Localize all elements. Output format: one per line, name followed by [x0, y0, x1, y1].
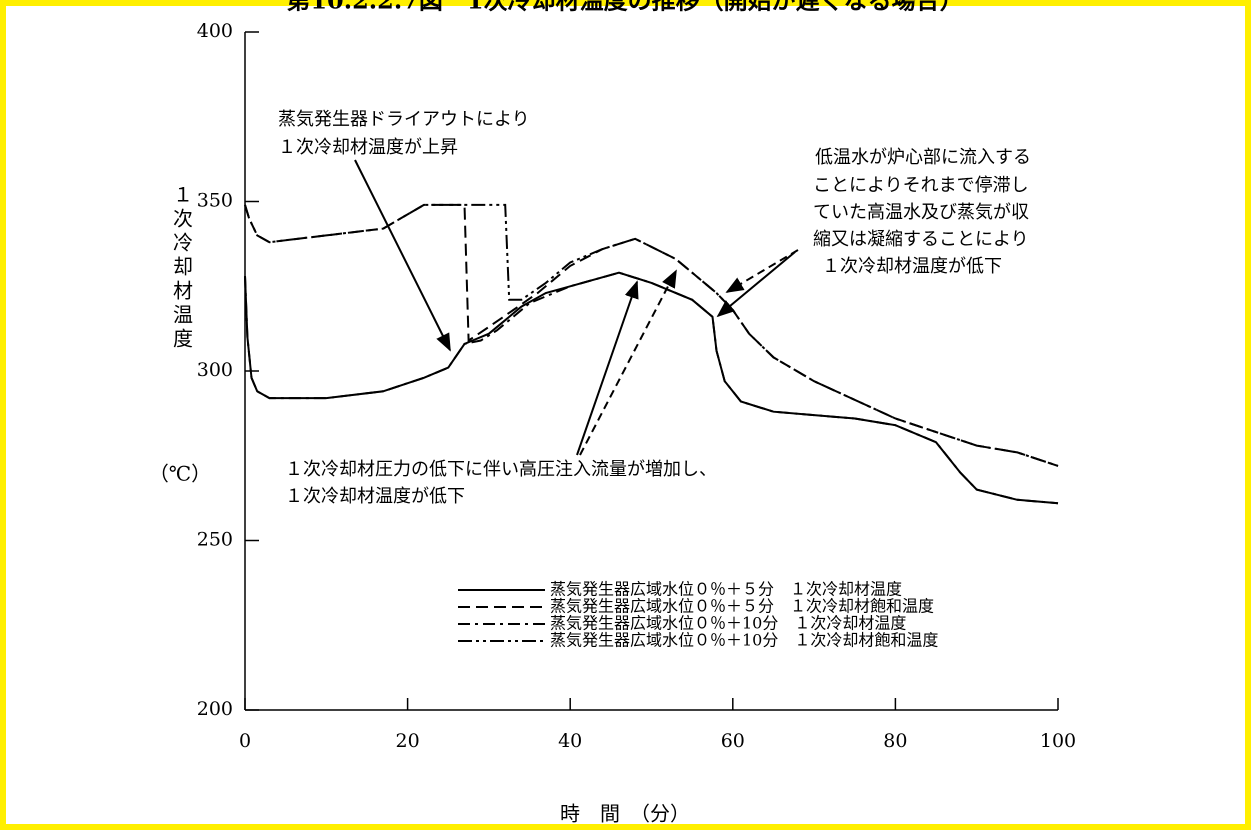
arrow — [716, 251, 796, 318]
y-axis-unit: （℃） — [149, 462, 211, 486]
arrow — [579, 269, 677, 456]
annotation: １次冷却材温度が低下 — [822, 256, 1002, 277]
chart-title: 第10.2.2.7図 1次冷却材温度の推移（開始が遅くなる場合） — [286, 0, 963, 15]
annotation: ことによりそれまで停滞し — [813, 175, 1029, 196]
y-tick-label: 200 — [197, 698, 233, 720]
annotation: ていた高温水及び蒸気が収 — [813, 202, 1029, 223]
legend-label: 蒸気発生器広域水位０％＋10分 １次冷却材温度 — [550, 614, 906, 633]
y-axis-label: １次冷却材温度 — [170, 184, 194, 352]
y-tick-label: 350 — [197, 190, 233, 212]
series-line — [244, 271, 1059, 505]
legend-label: 蒸気発生器広域水位０％＋５分 １次冷却材温度 — [550, 580, 902, 599]
x-tick-label: 80 — [883, 730, 907, 752]
x-tick-label: 40 — [558, 730, 582, 752]
arrow — [354, 159, 451, 352]
legend-label: 蒸気発生器広域水位０％＋10分 １次冷却材飽和温度 — [550, 631, 938, 650]
x-tick-label: 0 — [239, 730, 251, 752]
annotation: 低温水が炉心部に流入する — [815, 147, 1031, 168]
series-line — [244, 203, 1059, 467]
arrow — [725, 249, 799, 293]
arrows — [354, 159, 799, 456]
x-tick-label: 20 — [396, 730, 420, 752]
y-tick-label: 400 — [197, 20, 233, 42]
y-tick-label: 300 — [197, 359, 233, 381]
annotation: 蒸気発生器ドライアウトにより — [278, 109, 530, 130]
legend-label: 蒸気発生器広域水位０％＋５分 １次冷却材飽和温度 — [550, 597, 934, 616]
y-tick-label: 250 — [197, 529, 233, 551]
x-axis-label: 時 間 （分） — [560, 802, 690, 826]
x-tick-label: 100 — [1040, 730, 1076, 752]
annotation: １次冷却材温度が上昇 — [278, 137, 458, 158]
arrow — [576, 280, 639, 456]
annotation: １次冷却材圧力の低下に伴い高圧注入流量が増加し、 — [285, 459, 717, 480]
x-tick-label: 60 — [721, 730, 745, 752]
series-line — [244, 203, 1059, 467]
annotation: 縮又は凝縮することにより — [813, 229, 1029, 250]
annotation: １次冷却材温度が低下 — [285, 486, 465, 507]
